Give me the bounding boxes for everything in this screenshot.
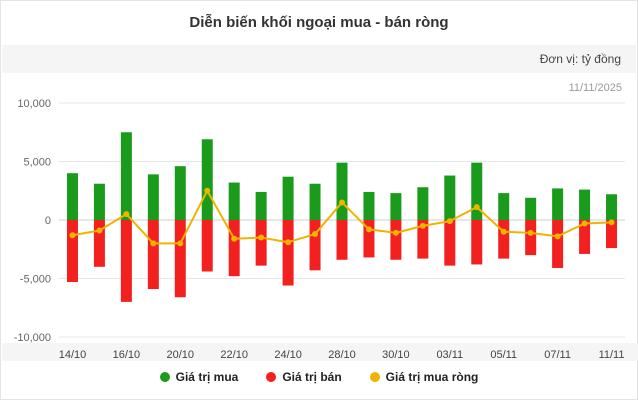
buy-bar — [120, 132, 132, 220]
sell-bar — [282, 220, 294, 286]
x-axis-label: 16/10 — [113, 349, 141, 361]
chart-area: 10,000 5,000 0 -5,000 -10,000 14/10 16/10 20/10… — [1, 93, 638, 365]
net-line-marker — [177, 240, 184, 247]
net-line-marker — [96, 227, 103, 234]
x-axis-band — [2, 343, 638, 365]
sell-bar — [66, 220, 78, 283]
sell-bar — [120, 220, 132, 302]
net-line-marker — [608, 219, 615, 226]
sell-bar — [147, 220, 159, 290]
buy-bar — [606, 194, 618, 220]
buy-bar — [498, 193, 510, 220]
x-axis-label: 11/11 — [599, 349, 625, 361]
buy-bar — [417, 187, 429, 220]
net-line-marker — [365, 226, 372, 233]
x-axis-label: 20/10 — [167, 349, 195, 361]
legend-item-net[interactable]: Giá trị mua ròng — [369, 370, 479, 384]
buy-bar — [309, 183, 321, 220]
net-line-marker — [231, 235, 238, 242]
sell-bar — [336, 220, 348, 260]
sell-bar — [228, 220, 240, 277]
x-axis-label: 05/11 — [490, 349, 517, 361]
buy-bar — [66, 173, 78, 220]
buy-bar — [174, 166, 186, 220]
sell-bar — [174, 220, 186, 298]
net-line-marker — [527, 229, 534, 236]
x-axis-label: 03/11 — [436, 349, 463, 361]
y-axis-label: 5,000 — [23, 157, 51, 169]
net-line-marker — [123, 211, 130, 218]
net-line-marker — [258, 234, 265, 241]
legend-item-sell[interactable]: Giá trị bán — [266, 370, 342, 384]
x-axis-label: 14/10 — [59, 349, 87, 361]
sell-bar — [606, 220, 618, 249]
x-axis-label: 07/11 — [544, 349, 571, 361]
legend-label-net: Giá trị mua ròng — [385, 370, 479, 384]
buy-series-dot-icon — [159, 372, 170, 382]
net-line-marker — [69, 232, 76, 239]
buy-bar — [363, 191, 375, 220]
sell-bar — [390, 220, 402, 260]
sell-bar — [201, 220, 213, 272]
buy-bar — [201, 139, 213, 220]
buy-bar — [93, 183, 105, 220]
y-axis-label: -5,000 — [20, 274, 51, 286]
date-label: 11/11/2025 — [568, 82, 622, 94]
buy-bar — [147, 174, 159, 220]
buy-bar — [525, 197, 537, 220]
net-line-marker — [312, 231, 319, 238]
x-axis-label: 28/10 — [328, 349, 356, 361]
buy-bar — [390, 193, 402, 220]
legend: Giá trị mua Giá trị bán Giá trị mua ròng — [1, 370, 637, 384]
net-line-marker — [392, 229, 399, 236]
buy-bar — [336, 162, 348, 220]
buy-bar — [282, 176, 294, 220]
sell-bar — [498, 220, 510, 259]
unit-band: Đơn vị: tỷ đồng — [2, 45, 636, 73]
net-series-dot-icon — [369, 372, 380, 382]
net-line-marker — [446, 218, 453, 225]
y-axis-label: 0 — [45, 215, 51, 227]
legend-item-buy[interactable]: Giá trị mua — [159, 370, 239, 384]
x-axis-label: 30/10 — [382, 349, 410, 361]
y-axis-label: -10,000 — [14, 332, 51, 344]
sell-bar — [471, 220, 483, 265]
sell-series-dot-icon — [266, 372, 277, 382]
sell-bar — [363, 220, 375, 258]
sell-bar — [525, 220, 537, 256]
legend-label-buy: Giá trị mua — [175, 370, 239, 384]
net-line-marker — [204, 187, 211, 194]
net-line-marker — [500, 228, 507, 235]
foreign-flow-chart: 10,000 5,000 0 -5,000 -10,000 14/10 16/10 20/10… — [2, 98, 638, 365]
net-line-marker — [285, 239, 292, 246]
sell-bar — [552, 220, 564, 268]
x-axis-label: 24/10 — [274, 349, 302, 361]
chart-title: Diễn biến khối ngoại mua - bán ròng — [189, 14, 449, 31]
net-line-marker — [419, 222, 426, 229]
sell-bar — [444, 220, 456, 266]
net-line-marker — [554, 233, 561, 240]
net-line-marker — [581, 220, 588, 227]
sell-bar — [309, 220, 321, 271]
y-axis-label: 10,000 — [17, 98, 51, 110]
x-axis-label: 22/10 — [220, 349, 248, 361]
sell-bar — [579, 220, 591, 254]
net-line-marker — [473, 204, 480, 211]
buy-bar — [255, 191, 267, 220]
buy-bar — [579, 189, 591, 220]
buy-bar — [444, 175, 456, 220]
sell-bar — [417, 220, 429, 259]
net-line-marker — [150, 240, 157, 247]
sell-bar — [255, 220, 267, 266]
buy-bar — [228, 182, 240, 220]
legend-label-sell: Giá trị bán — [282, 370, 342, 384]
buy-bar — [471, 162, 483, 220]
sell-bar — [93, 220, 105, 267]
unit-label: Đơn vị: tỷ đồng — [539, 52, 621, 66]
buy-bar — [552, 188, 564, 220]
net-line-marker — [339, 199, 345, 206]
